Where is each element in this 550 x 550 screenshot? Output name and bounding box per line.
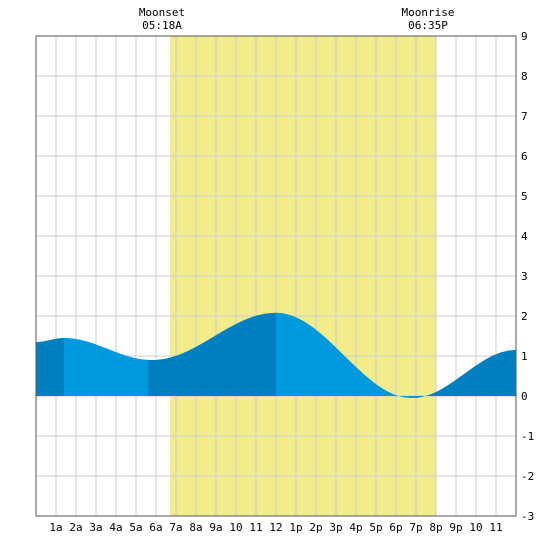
x-tick-label: 4p bbox=[349, 521, 362, 534]
x-tick-label: 11 bbox=[249, 521, 262, 534]
y-tick-label: 3 bbox=[521, 270, 528, 283]
x-tick-label: 7a bbox=[169, 521, 182, 534]
x-tick-label: 12 bbox=[269, 521, 282, 534]
x-tick-label: 11 bbox=[489, 521, 502, 534]
x-tick-label: 8a bbox=[189, 521, 202, 534]
x-tick-label: 3p bbox=[329, 521, 342, 534]
moonset-time: 05:18A bbox=[142, 19, 182, 32]
y-tick-label: 8 bbox=[521, 70, 528, 83]
y-tick-label: 9 bbox=[521, 30, 528, 43]
x-tick-label: 5p bbox=[369, 521, 382, 534]
x-tick-label: 8p bbox=[429, 521, 442, 534]
x-tick-label: 5a bbox=[129, 521, 142, 534]
y-tick-label: 1 bbox=[521, 350, 528, 363]
tide-area-segment-4 bbox=[276, 312, 416, 398]
y-tick-label: 6 bbox=[521, 150, 528, 163]
x-tick-label: 1p bbox=[289, 521, 302, 534]
y-tick-label: -2 bbox=[521, 470, 534, 483]
moonrise-label: Moonrise bbox=[402, 6, 455, 19]
plot-border bbox=[35, 35, 517, 517]
x-tick-label: 2a bbox=[69, 521, 82, 534]
y-tick-label: 5 bbox=[521, 190, 528, 203]
x-tick-label: 7p bbox=[409, 521, 422, 534]
tide-area-segment-3 bbox=[148, 312, 276, 396]
tide-area-segment-2 bbox=[64, 338, 148, 396]
x-tick-label: 10 bbox=[229, 521, 242, 534]
y-tick-label: 7 bbox=[521, 110, 528, 123]
tide-area-segment-1 bbox=[36, 338, 64, 396]
x-tick-label: 9p bbox=[449, 521, 462, 534]
y-tick-label: 0 bbox=[521, 390, 528, 403]
moonrise-time: 06:35P bbox=[408, 19, 448, 32]
y-tick-label: -1 bbox=[521, 430, 534, 443]
x-tick-label: 2p bbox=[309, 521, 322, 534]
x-tick-label: 9a bbox=[209, 521, 222, 534]
x-tick-label: 10 bbox=[469, 521, 482, 534]
x-tick-label: 6a bbox=[149, 521, 162, 534]
y-tick-label: 4 bbox=[521, 230, 528, 243]
moonset-label: Moonset bbox=[139, 6, 185, 19]
x-tick-label: 1a bbox=[49, 521, 62, 534]
x-tick-label: 3a bbox=[89, 521, 102, 534]
tide-area-segment-5 bbox=[416, 350, 516, 398]
y-tick-label: 2 bbox=[521, 310, 528, 323]
x-tick-label: 4a bbox=[109, 521, 122, 534]
x-tick-label: 6p bbox=[389, 521, 402, 534]
y-tick-label: -3 bbox=[521, 510, 534, 523]
